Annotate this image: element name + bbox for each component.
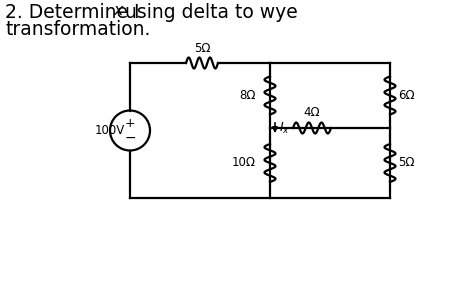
Text: 8Ω: 8Ω	[239, 89, 256, 102]
Text: 6Ω: 6Ω	[398, 89, 415, 102]
Text: 100V: 100V	[95, 124, 125, 137]
Text: $I_x$: $I_x$	[279, 120, 290, 136]
Text: 5Ω: 5Ω	[194, 42, 210, 55]
Text: −: −	[124, 130, 136, 145]
Text: 4Ω: 4Ω	[304, 106, 320, 119]
Text: +: +	[125, 117, 135, 130]
Text: transformation.: transformation.	[5, 20, 150, 39]
Text: using delta to wye: using delta to wye	[119, 3, 298, 22]
Text: 2. Determine I: 2. Determine I	[5, 3, 139, 22]
Text: 10Ω: 10Ω	[232, 156, 256, 170]
Text: x: x	[113, 3, 122, 18]
Text: 5Ω: 5Ω	[398, 156, 414, 170]
